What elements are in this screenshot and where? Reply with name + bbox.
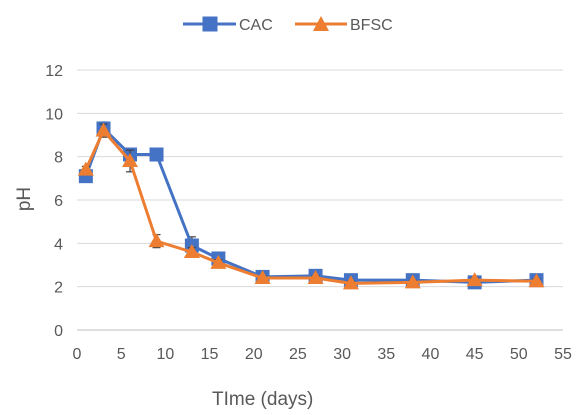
- series-bfsc: [77, 122, 545, 290]
- y-tick-label: 0: [54, 323, 63, 340]
- data-point-bfsc: [210, 254, 227, 269]
- x-tick-label: 50: [510, 346, 528, 363]
- y-tick-label: 2: [54, 280, 63, 297]
- x-tick-label: 5: [117, 346, 126, 363]
- x-axis-tick-labels: 0 5 10 15 20 25 30 35 40 45 50 55: [73, 346, 572, 363]
- x-tick-label: 15: [201, 346, 219, 363]
- data-point-bfsc: [183, 244, 200, 258]
- x-axis-title: TIme (days): [212, 389, 313, 410]
- data-point-bfsc: [122, 153, 139, 167]
- x-tick-label: 55: [554, 346, 572, 363]
- legend-marker-bfsc: [313, 16, 329, 31]
- series-cac: [78, 121, 544, 290]
- data-point-bfsc: [148, 233, 165, 248]
- gridlines: [77, 69, 563, 331]
- data-point-bfsc: [528, 273, 545, 288]
- data-point-cac: [149, 147, 164, 162]
- data-point-bfsc: [466, 272, 483, 287]
- data-point-bfsc: [404, 274, 421, 289]
- x-tick-label: 0: [73, 346, 82, 363]
- y-tick-label: 4: [54, 236, 63, 253]
- y-axis-title: pH: [14, 187, 35, 211]
- data-point-bfsc: [307, 270, 324, 284]
- data-point-bfsc: [342, 275, 359, 290]
- series-layer: [77, 121, 545, 290]
- legend-marker-cac: [202, 16, 218, 32]
- x-tick-label: 25: [289, 346, 307, 363]
- legend-item-cac: CAC: [183, 16, 273, 34]
- x-tick-label: 45: [466, 346, 484, 363]
- data-point-bfsc: [254, 270, 271, 284]
- x-tick-label: 35: [377, 346, 395, 363]
- y-tick-label: 8: [54, 150, 63, 167]
- data-point-bfsc: [95, 122, 112, 137]
- legend: CAC BFSC: [183, 16, 393, 34]
- y-tick-label: 6: [54, 193, 63, 210]
- data-point-bfsc: [77, 161, 94, 176]
- x-tick-label: 20: [245, 346, 263, 363]
- legend-item-bfsc: BFSC: [295, 16, 393, 34]
- x-tick-label: 30: [333, 346, 351, 363]
- x-tick-label: 10: [156, 346, 174, 363]
- y-tick-label: 12: [45, 63, 63, 80]
- y-tick-label: 10: [45, 106, 63, 123]
- y-axis-tick-labels: 0 2 4 6 8 10 12: [45, 63, 63, 340]
- x-tick-label: 40: [422, 346, 440, 363]
- legend-label-bfsc: BFSC: [350, 17, 393, 34]
- legend-label-cac: CAC: [239, 17, 273, 34]
- series-line-bfsc: [84, 129, 537, 285]
